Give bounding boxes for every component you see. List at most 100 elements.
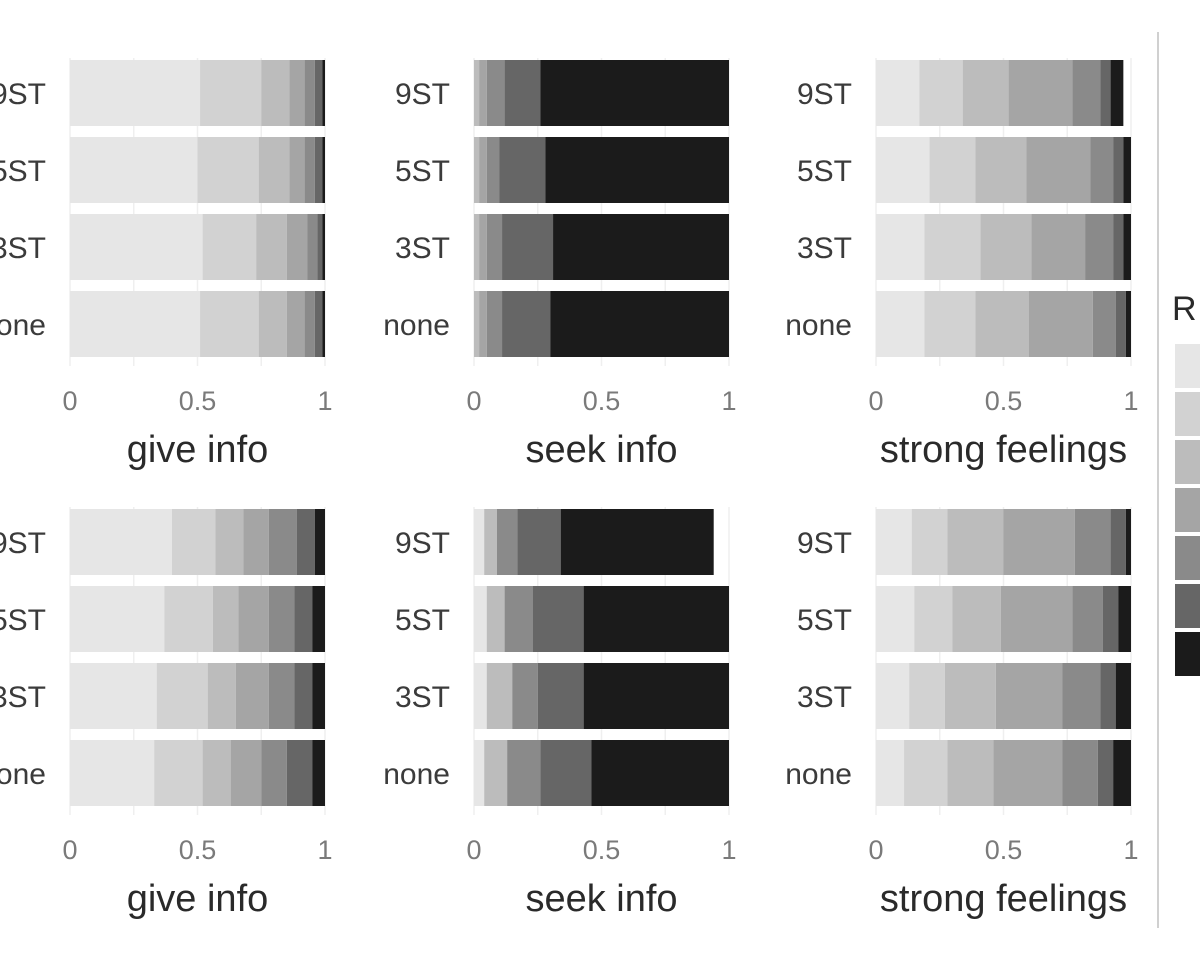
x-tick-label: 0: [868, 835, 883, 865]
bar-segment: [911, 509, 948, 575]
bar-segment: [502, 291, 551, 357]
bar-segment: [947, 509, 1004, 575]
bar-segment: [314, 137, 323, 203]
bar-segment: [1072, 60, 1101, 126]
x-tick-label: 0: [62, 835, 77, 865]
x-tick-label: 0.5: [985, 386, 1023, 416]
y-tick-label: none: [383, 309, 450, 342]
bar-segment: [532, 586, 584, 652]
bar-segment: [876, 509, 912, 575]
bar-segment: [70, 509, 172, 575]
facet-title: seek info: [525, 429, 677, 471]
bar-segment: [919, 60, 963, 126]
bar-segment: [1123, 214, 1131, 280]
bar-segment: [1110, 509, 1126, 575]
bar-segment: [243, 509, 269, 575]
y-tick-label: 9ST: [797, 78, 852, 111]
facet-panel: 9ST 5ST 3ST none 0 0.5 1 give info: [0, 58, 333, 471]
bar-segment: [486, 663, 513, 729]
x-tick-label: 0: [62, 386, 77, 416]
x-tick-label: 0: [466, 835, 481, 865]
x-tick-label: 1: [721, 386, 736, 416]
x-tick-label: 0: [868, 386, 883, 416]
bar-segment: [952, 586, 1001, 652]
bar-segment: [583, 663, 729, 729]
bar-segment: [1113, 137, 1124, 203]
bar-segment: [1026, 137, 1091, 203]
bar-segment: [474, 60, 480, 126]
bar-segment: [314, 291, 323, 357]
bar-segment: [215, 509, 244, 575]
bar-segment: [70, 137, 198, 203]
bar-segment: [474, 586, 487, 652]
bar-segment: [975, 291, 1029, 357]
y-tick-label: 5ST: [0, 604, 46, 637]
bar-segment: [512, 663, 538, 729]
bar-segment: [202, 214, 257, 280]
legend-key: [1173, 534, 1200, 582]
bar-segment: [517, 509, 561, 575]
bar-segment: [70, 740, 155, 806]
bar-segment: [1125, 509, 1131, 575]
bar-segment: [261, 60, 290, 126]
y-tick-label: 9ST: [395, 527, 450, 560]
bar-segment: [479, 60, 487, 126]
bar-segment: [1100, 60, 1111, 126]
bar-segment: [975, 137, 1027, 203]
x-tick-label: 0.5: [179, 386, 217, 416]
bar-segment: [484, 509, 497, 575]
bar-segment: [1102, 586, 1119, 652]
bar-segment: [479, 214, 487, 280]
bar-segment: [258, 137, 290, 203]
bar-segment: [322, 137, 325, 203]
bar-segment: [1090, 137, 1114, 203]
bar-segment: [1125, 291, 1131, 357]
bar-segment: [212, 586, 239, 652]
bar-segment: [540, 60, 729, 126]
bar-segment: [876, 586, 915, 652]
bar-segment: [154, 740, 203, 806]
bar-segment: [504, 60, 541, 126]
bar-segment: [1115, 663, 1131, 729]
facet-title: strong feelings: [880, 878, 1127, 920]
bar-segment: [504, 586, 533, 652]
x-tick-label: 0.5: [179, 835, 217, 865]
bar-segment: [479, 291, 487, 357]
bar-segment: [876, 740, 905, 806]
bar-segment: [286, 291, 305, 357]
bar-segment: [904, 740, 948, 806]
y-tick-label: 9ST: [797, 527, 852, 560]
bar-segment: [1008, 60, 1073, 126]
y-tick-label: none: [785, 309, 852, 342]
bar-segment: [876, 291, 925, 357]
bar-segment: [207, 663, 236, 729]
facet-title: strong feelings: [880, 429, 1127, 471]
bar-segment: [261, 740, 287, 806]
bar-segment: [304, 60, 315, 126]
y-tick-label: none: [785, 758, 852, 791]
bar-segment: [995, 663, 1063, 729]
legend-key: [1173, 342, 1200, 390]
x-tick-label: 1: [317, 835, 332, 865]
x-tick-label: 1: [1123, 835, 1138, 865]
bar-segment: [924, 214, 981, 280]
bar-segment: [322, 60, 325, 126]
facet-title: give info: [127, 878, 269, 920]
bar-segment: [499, 137, 546, 203]
bar-segment: [197, 137, 259, 203]
bar-segment: [317, 214, 323, 280]
y-tick-label: 9ST: [0, 78, 46, 111]
y-tick-label: 3ST: [395, 232, 450, 265]
x-tick-label: 1: [721, 835, 736, 865]
bar-segment: [1062, 663, 1101, 729]
bar-segment: [70, 663, 157, 729]
legend-title: R: [1172, 290, 1197, 328]
bar-segment: [914, 586, 953, 652]
bar-segment: [591, 740, 729, 806]
bar-segment: [486, 214, 503, 280]
bar-segment: [1115, 291, 1126, 357]
bar-segment: [312, 586, 325, 652]
bar-segment: [268, 509, 297, 575]
x-tick-label: 1: [317, 386, 332, 416]
